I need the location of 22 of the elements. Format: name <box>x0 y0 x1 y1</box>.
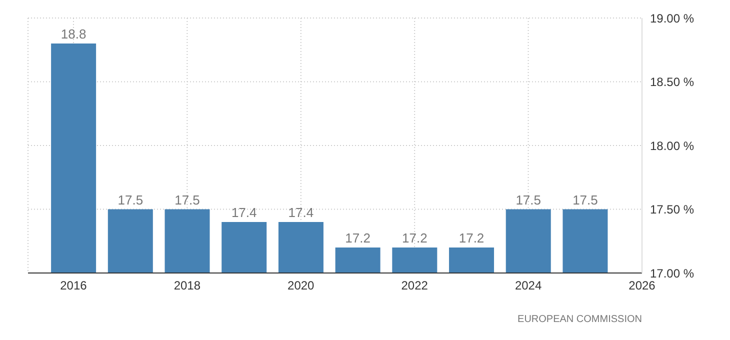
data-label: 18.8 <box>60 26 86 42</box>
data-label: 17.2 <box>345 230 370 246</box>
data-label: 17.5 <box>118 192 144 208</box>
data-label: 17.4 <box>288 205 314 220</box>
x-tick-label: 2024 <box>514 278 542 293</box>
x-tick-label: 2016 <box>60 278 88 293</box>
y-tick-label: 17.00 % <box>650 266 694 280</box>
y-tick-label: 19.00 % <box>650 11 694 26</box>
data-label: 17.5 <box>516 192 542 208</box>
x-tick-label: 2018 <box>174 278 201 293</box>
data-label: 17.2 <box>458 230 484 246</box>
text: EUROPEAN COMMISSION <box>518 314 642 325</box>
data-label: 17.5 <box>572 192 598 208</box>
x-tick-label: 2026 <box>628 278 656 293</box>
x-tick-label: 2020 <box>288 278 315 293</box>
data-label: 17.5 <box>174 192 200 208</box>
y-tick-label: 17.50 % <box>650 202 694 217</box>
y-tick-label: 18.00 % <box>650 138 694 153</box>
data-label: 17.4 <box>231 205 257 220</box>
data-label: 17.2 <box>402 230 428 246</box>
y-tick-label: 18.50 % <box>650 75 694 90</box>
x-tick-label: 2022 <box>401 278 428 293</box>
